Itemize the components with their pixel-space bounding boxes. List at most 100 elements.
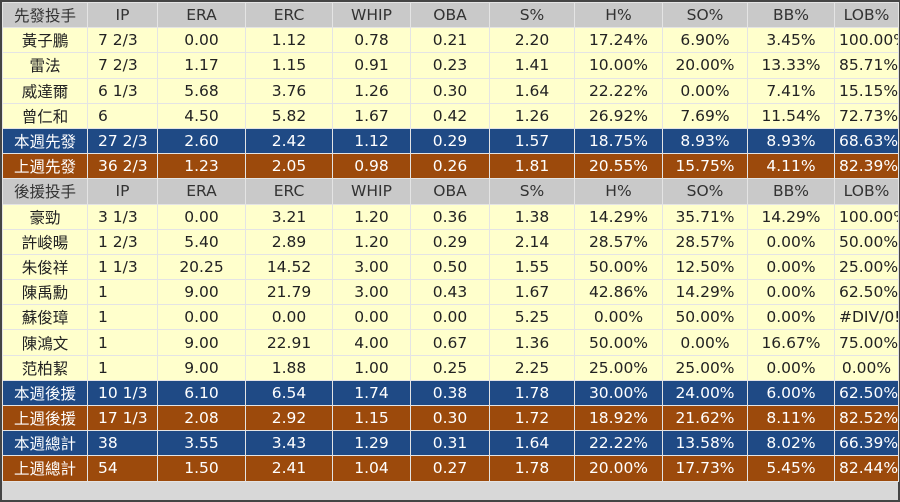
stat-cell: 0.00 (332, 304, 411, 331)
stat-cell: 14.52 (245, 253, 333, 281)
stat-cell: 2.08 (157, 404, 246, 432)
column-header: ERC (245, 178, 333, 205)
totals-label: 上週先發 (2, 153, 88, 180)
stat-cell: 0.00 (157, 203, 246, 230)
stat-cell: 0.00% (747, 279, 835, 306)
stat-cell: 17 1/3 (87, 404, 158, 432)
stat-cell: 7.41% (747, 77, 835, 104)
stat-cell: 85.71% (834, 52, 899, 79)
stat-cell: 1.64 (489, 77, 575, 104)
stat-cell: 1.12 (332, 127, 411, 155)
stat-cell: 1.74 (332, 379, 411, 407)
stat-cell: 5.25 (489, 304, 575, 331)
stat-cell: 0.00% (747, 228, 835, 255)
stat-cell: 13.33% (747, 52, 835, 79)
stat-cell: 54 (87, 455, 158, 482)
stat-cell: 1.23 (157, 153, 246, 180)
stat-cell: 22.22% (574, 430, 663, 457)
stat-cell: 8.11% (747, 404, 835, 432)
stat-cell: 3 1/3 (87, 203, 158, 230)
stat-cell: 20.00% (662, 52, 748, 79)
stat-cell: 4.00 (332, 329, 411, 356)
stat-cell: 2.42 (245, 127, 333, 155)
stat-cell: 1.72 (489, 404, 575, 432)
pitcher-name: 雷法 (2, 52, 88, 79)
stat-cell: 7 2/3 (87, 52, 158, 79)
stat-cell: 0.26 (410, 153, 490, 180)
stat-cell: 20.55% (574, 153, 663, 180)
stat-cell: 0.00% (747, 304, 835, 331)
stat-cell: 1.29 (332, 430, 411, 457)
pitcher-name: 許峻暘 (2, 228, 88, 255)
column-header: WHIP (332, 1, 411, 29)
stat-cell: 62.50% (834, 279, 899, 306)
stat-cell: 1.81 (489, 153, 575, 180)
column-header: S% (489, 178, 575, 205)
stat-cell: 0.98 (332, 153, 411, 180)
stat-cell: 2.92 (245, 404, 333, 432)
stat-cell: 14.29% (662, 279, 748, 306)
stat-cell: 14.29% (747, 203, 835, 230)
stat-cell: 1 (87, 279, 158, 306)
stat-cell: 1.67 (332, 102, 411, 129)
stat-cell: 18.92% (574, 404, 663, 432)
stat-cell: 15.75% (662, 153, 748, 180)
stat-cell: 17.73% (662, 455, 748, 482)
stat-cell: 0.00% (574, 304, 663, 331)
stat-cell: 0.42 (410, 102, 490, 129)
stat-cell: 13.58% (662, 430, 748, 457)
stat-cell: 66.39% (834, 430, 899, 457)
stat-cell: 7 2/3 (87, 27, 158, 54)
stat-cell: 2.89 (245, 228, 333, 255)
section-header: 後援投手 (2, 178, 88, 205)
pitcher-row: 威達爾 6 1/3 5.68 3.76 1.26 0.30 1.64 22.22% 0.00% 7… (2, 77, 899, 104)
stat-cell: 4.11% (747, 153, 835, 180)
stat-cell: 0.29 (410, 228, 490, 255)
stat-cell: 1.41 (489, 52, 575, 79)
stat-cell: 0.21 (410, 27, 490, 54)
stat-cell: 0.00 (157, 304, 246, 331)
stat-cell: 10.00% (574, 52, 663, 79)
stat-cell: 3.45% (747, 27, 835, 54)
totals-row: 本週後援 10 1/3 6.10 6.54 1.74 0.38 1.78 30.00% 24.0… (2, 379, 899, 407)
column-header: ERA (157, 1, 246, 29)
stat-cell: 82.44% (834, 455, 899, 482)
stat-cell: 1.26 (489, 102, 575, 129)
stat-cell: 42.86% (574, 279, 663, 306)
stat-cell: 6.00% (747, 379, 835, 407)
stat-cell: 5.45% (747, 455, 835, 482)
stat-cell: 0.00 (410, 304, 490, 331)
stat-cell: 1.15 (332, 404, 411, 432)
column-header: SO% (662, 178, 748, 205)
stat-cell: 36 2/3 (87, 153, 158, 180)
stat-cell: 12.50% (662, 253, 748, 281)
stat-cell: 24.00% (662, 379, 748, 407)
stat-cell: 0.00 (245, 304, 333, 331)
stat-cell: 62.50% (834, 379, 899, 407)
column-header: BB% (747, 178, 835, 205)
stat-cell: 5.40 (157, 228, 246, 255)
column-header: BB% (747, 1, 835, 29)
column-header: IP (87, 178, 158, 205)
stat-cell: 0.67 (410, 329, 490, 356)
stat-cell: 1.67 (489, 279, 575, 306)
pitcher-row: 許峻暘 1 2/3 5.40 2.89 1.20 0.29 2.14 28.57% 28.57%… (2, 228, 899, 255)
stat-cell: 5.68 (157, 77, 246, 104)
stat-cell: 16.67% (747, 329, 835, 356)
stat-cell: 1.00 (332, 354, 411, 381)
stat-cell: 0.00% (662, 329, 748, 356)
stat-cell: 100.00% (834, 27, 899, 54)
stat-cell: 5.82 (245, 102, 333, 129)
stat-cell: 18.75% (574, 127, 663, 155)
pitcher-row: 雷法 7 2/3 1.17 1.15 0.91 0.23 1.41 10.00% 20.00% 1… (2, 52, 899, 79)
stat-cell: 11.54% (747, 102, 835, 129)
stat-cell: 1.88 (245, 354, 333, 381)
stat-cell: 2.05 (245, 153, 333, 180)
stat-cell: 1.20 (332, 228, 411, 255)
stat-cell: 3.55 (157, 430, 246, 457)
stat-cell: 0.00% (747, 253, 835, 281)
stat-cell: 7.69% (662, 102, 748, 129)
stat-cell: 100.00% (834, 203, 899, 230)
stat-cell: 1.50 (157, 455, 246, 482)
stat-cell: 0.23 (410, 52, 490, 79)
